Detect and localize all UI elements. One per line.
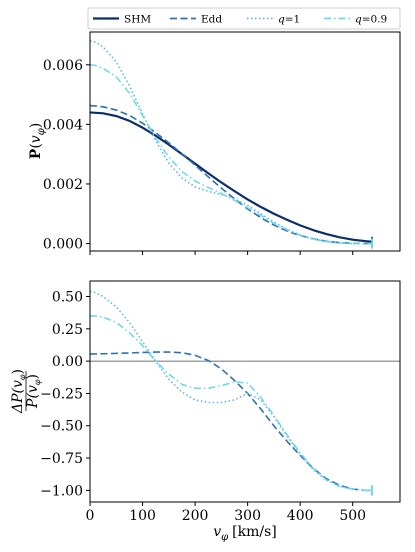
xlabel-sub: φ — [221, 532, 228, 543]
legend: SHM Edd q=1 q=0.9 — [87, 7, 401, 30]
bottom-y-tick-label: −1.00 — [40, 483, 83, 499]
bottom-series-edd — [89, 351, 373, 492]
legend-box — [87, 7, 401, 30]
bottom-x-tick-label: 300 — [234, 508, 261, 524]
top-series-shm — [89, 111, 373, 243]
xlabel-main: v — [213, 524, 221, 540]
top-series-edd — [89, 104, 373, 245]
bottom-x-tick-label: 200 — [182, 508, 209, 524]
bottom-y-tick-label: 0.25 — [52, 322, 83, 338]
top-y-tick-label: 0.002 — [43, 177, 83, 193]
top-y-tick-label: 0.000 — [43, 237, 83, 253]
bottom-series-q-0-9 — [90, 315, 373, 492]
bottom-y-axis-label: ΔP(vφ) P(vφ) — [10, 369, 42, 414]
bottom-y-tick-label: 0.00 — [52, 354, 83, 370]
legend-label-shm: SHM — [124, 14, 151, 26]
bottom-ylabel-numerator: ΔP(vφ) — [10, 369, 27, 414]
bottom-y-tick-label: −0.50 — [40, 419, 83, 435]
bottom-x-tick-label: 100 — [129, 508, 156, 524]
legend-label-q-0-9: q=0.9 — [355, 14, 387, 26]
top-series-q-1 — [89, 40, 373, 245]
top-ylabel-close: ) — [28, 123, 44, 128]
top-panel: 0.000 0.002 0.004 0.006 P(vφ) — [28, 31, 401, 255]
top-plot-frame — [89, 31, 401, 252]
legend-label-q-1: q=1 — [278, 14, 300, 26]
bottom-x-tick-label: 500 — [339, 508, 366, 524]
bottom-y-tick-label: −0.75 — [40, 451, 83, 467]
bottom-y-tick-label: −0.25 — [40, 386, 83, 402]
bottom-x-tick-label: 400 — [287, 508, 314, 524]
top-ylabel-sub: φ — [36, 128, 47, 135]
bottom-series-q-1 — [89, 290, 373, 492]
bottom-ylabel-num-close: ) — [10, 369, 26, 374]
top-y-axis-label: P(vφ) — [28, 123, 47, 159]
bottom-ylabel-num-text: ΔP(v — [10, 380, 26, 414]
top-y-tick-label: 0.006 — [43, 58, 83, 74]
bottom-x-axis-label: vφ [km/s] — [213, 524, 277, 543]
top-series-q-0-9 — [89, 63, 373, 245]
top-y-tick-label: 0.004 — [43, 117, 83, 133]
bottom-ylabel-den-sub: φ — [33, 379, 42, 385]
top-ylabel-arg: v — [28, 135, 44, 143]
bottom-ylabel-denominator: P(vφ) — [25, 374, 42, 409]
bottom-plot-frame — [89, 280, 401, 503]
bottom-ylabel-den-close: ) — [25, 374, 41, 379]
bottom-ylabel-den-text: P(v — [25, 385, 41, 409]
top-ylabel-main: P — [28, 148, 44, 159]
bottom-ylabel-num-sub: φ — [18, 374, 27, 380]
top-ylabel-open: ( — [28, 143, 44, 148]
bottom-x-tick-label: 0 — [86, 508, 95, 524]
legend-label-edd: Edd — [201, 14, 222, 26]
bottom-y-tick-label: 0.50 — [52, 290, 83, 306]
bottom-panel: 0 100 200 300 400 500 0.50 0.25 0.00 −0.25 −0.50 −0… — [10, 280, 401, 543]
xlabel-unit: [km/s] — [232, 524, 277, 540]
